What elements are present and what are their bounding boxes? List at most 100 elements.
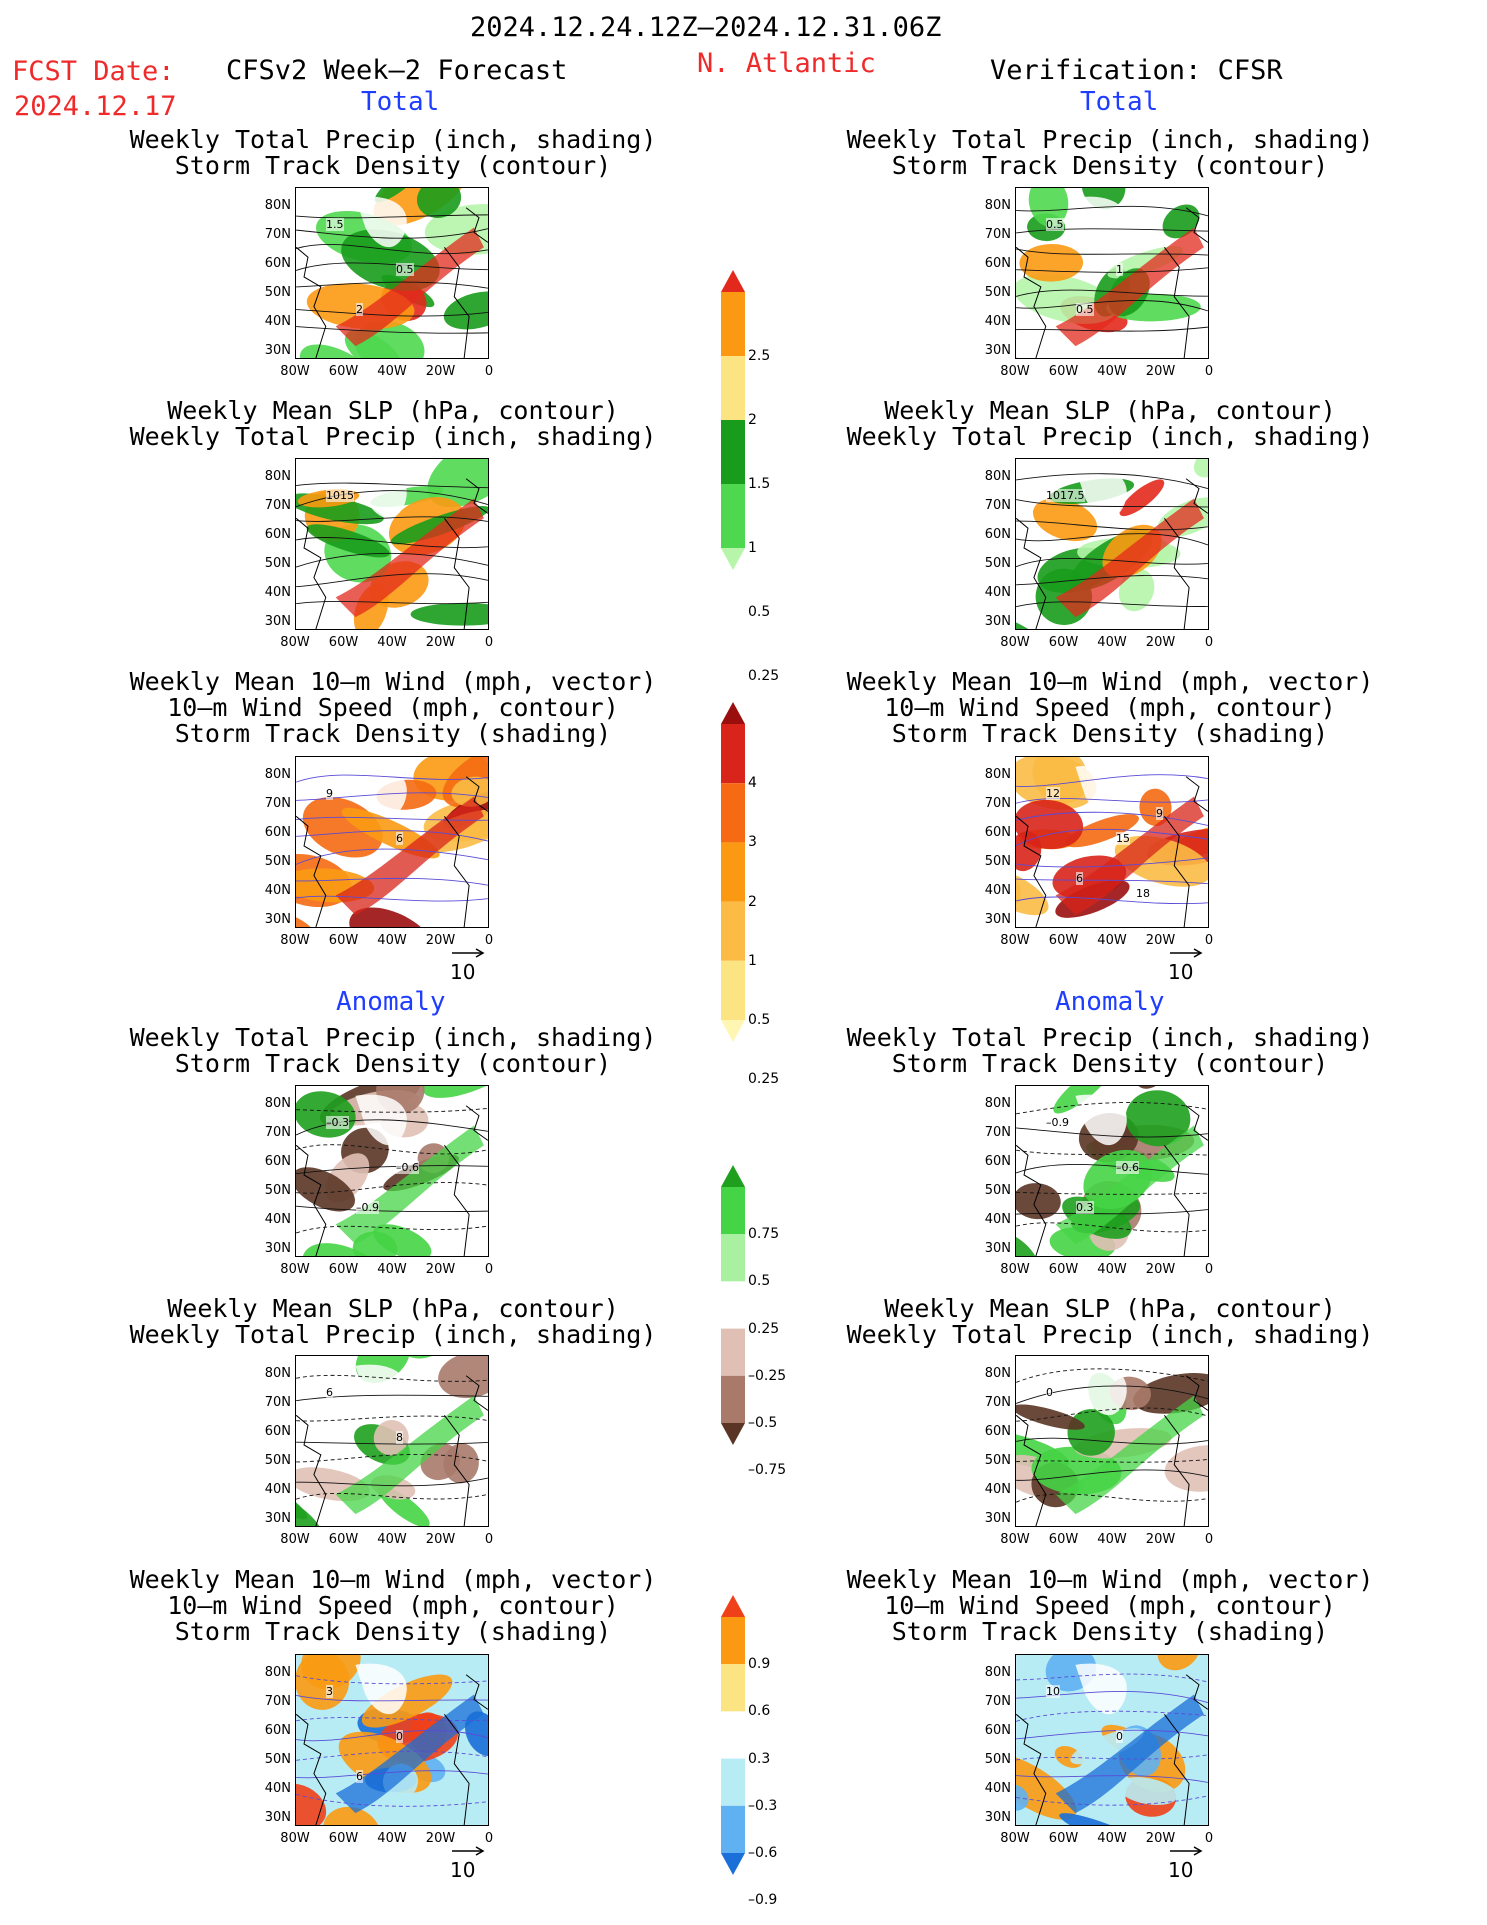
lon-tick-label: 80W bbox=[1000, 1262, 1030, 1277]
contour-label: –0.3 bbox=[326, 1116, 349, 1129]
lon-tick-label: 20W bbox=[1145, 1831, 1176, 1846]
lon-tick-label: 40W bbox=[1097, 1262, 1127, 1277]
section-total-verification: Total bbox=[1080, 87, 1159, 117]
vector-reference-label: 10 bbox=[1168, 1858, 1194, 1882]
verification-map-2: 1017.5 bbox=[1015, 458, 1209, 630]
contour-label: 15 bbox=[1116, 832, 1130, 845]
lon-tick-label: 80W bbox=[1000, 1532, 1030, 1547]
lat-tick-label: 30N bbox=[984, 1511, 1011, 1526]
lat-tick-label: 30N bbox=[984, 912, 1011, 927]
panel-title-line: 10–m Wind Speed (mph, contour) bbox=[884, 693, 1336, 722]
lat-tick-label: 60N bbox=[984, 527, 1011, 542]
lat-tick-label: 50N bbox=[984, 1183, 1011, 1198]
contour-label: 9 bbox=[1156, 807, 1163, 820]
lon-tick-label: 20W bbox=[425, 635, 456, 650]
lon-tick-label: 80W bbox=[1000, 364, 1030, 379]
forecast-panel-title-5: Weekly Mean SLP (hPa, contour) Weekly Tot… bbox=[93, 1296, 693, 1348]
section-anomaly-forecast: Anomaly bbox=[336, 987, 446, 1017]
lon-tick-label: 40W bbox=[377, 635, 407, 650]
panel-title-line: Storm Track Density (shading) bbox=[891, 1617, 1329, 1646]
lon-tick-label: 20W bbox=[1145, 1532, 1176, 1547]
colorbar-tick-label: –0.25 bbox=[748, 1367, 787, 1384]
colorbar-tick-label: 0.25 bbox=[748, 1320, 780, 1337]
lat-tick-label: 40N bbox=[984, 883, 1011, 898]
contour-label: 0.5 bbox=[1076, 303, 1094, 316]
forecast-panel-title-4: Weekly Total Precip (inch, shading) Storm… bbox=[93, 1025, 693, 1077]
panel-title-line: Weekly Total Precip (inch, shading) bbox=[129, 422, 657, 451]
lat-tick-label: 60N bbox=[984, 825, 1011, 840]
lat-tick-label: 80N bbox=[984, 469, 1011, 484]
panel-title-line: Storm Track Density (contour) bbox=[174, 1049, 612, 1078]
lon-tick-label: 40W bbox=[377, 364, 407, 379]
lat-tick-label: 80N bbox=[264, 1665, 291, 1680]
panel-title-line: Weekly Mean 10–m Wind (mph, vector) bbox=[846, 667, 1374, 696]
lon-tick-label: 40W bbox=[1097, 1532, 1127, 1547]
lat-tick-label: 50N bbox=[264, 556, 291, 571]
panel-title-line: Weekly Total Precip (inch, shading) bbox=[846, 125, 1374, 154]
verification-title: Verification: CFSR bbox=[990, 55, 1283, 86]
lat-tick-label: 80N bbox=[264, 1096, 291, 1111]
contour-label: 0.3 bbox=[1076, 1201, 1094, 1214]
lat-tick-label: 60N bbox=[264, 1424, 291, 1439]
region-title: N. Atlantic bbox=[697, 48, 876, 79]
contour-label: 1015 bbox=[326, 489, 354, 502]
lon-tick-label: 60W bbox=[328, 364, 359, 379]
colorbar-tick-label: 2 bbox=[748, 893, 757, 910]
lat-tick-label: 80N bbox=[984, 1096, 1011, 1111]
model-title: CFSv2 Week–2 Forecast bbox=[226, 55, 568, 86]
lon-tick-label: 60W bbox=[328, 1262, 359, 1277]
colorbar-tick-label: 2.5 bbox=[748, 348, 771, 364]
contour-label: 8 bbox=[396, 1431, 403, 1444]
lon-tick-label: 60W bbox=[1048, 635, 1079, 650]
lon-tick-label: 80W bbox=[280, 933, 310, 948]
colorbar-tick-label: 0.75 bbox=[748, 1226, 780, 1243]
lat-tick-label: 70N bbox=[984, 1125, 1011, 1140]
lon-tick-label: 20W bbox=[425, 933, 456, 948]
lat-tick-label: 50N bbox=[264, 854, 291, 869]
verification-map-3: 12 15 6 9 18 bbox=[1015, 756, 1209, 928]
lat-tick-label: 40N bbox=[264, 1482, 291, 1497]
panel-title-line: Weekly Mean 10–m Wind (mph, vector) bbox=[129, 1565, 657, 1594]
lat-tick-label: 50N bbox=[984, 854, 1011, 869]
lon-tick-label: 20W bbox=[425, 1831, 456, 1846]
lon-tick-label: 40W bbox=[377, 933, 407, 948]
lon-tick-label: 0 bbox=[484, 1262, 494, 1277]
lat-tick-label: 80N bbox=[984, 1665, 1011, 1680]
lon-tick-label: 40W bbox=[377, 1262, 407, 1277]
lat-tick-label: 40N bbox=[264, 585, 291, 600]
precip-total-colorbar: 2.5 2 1.5 1 0.5 0.25 bbox=[718, 270, 798, 683]
vector-reference-verification-anomaly: 10 bbox=[1168, 1846, 1203, 1882]
contour-label: –0.9 bbox=[356, 1201, 379, 1214]
lat-tick-label: 40N bbox=[984, 314, 1011, 329]
lon-tick-label: 40W bbox=[1097, 933, 1127, 948]
colorbar-tick-label: 0.3 bbox=[748, 1750, 771, 1767]
contour-label: 18 bbox=[1136, 887, 1150, 900]
lon-tick-label: 60W bbox=[1048, 1532, 1079, 1547]
lat-tick-label: 70N bbox=[984, 498, 1011, 513]
track-anomaly-colorbar: 0.9 0.6 0.3 –0.3 –0.6 –0.9 bbox=[718, 1595, 798, 1907]
verification-map-4: –0.9 –0.6 0.3 bbox=[1015, 1085, 1209, 1257]
forecast-panel-title-1: Weekly Total Precip (inch, shading) Storm… bbox=[93, 127, 693, 179]
lat-tick-label: 60N bbox=[984, 1424, 1011, 1439]
forecast-map-2: 1015 bbox=[295, 458, 489, 630]
precip-anomaly-colorbar: 0.75 0.5 0.25 –0.25 –0.5 –0.75 bbox=[718, 1165, 798, 1477]
lon-tick-label: 60W bbox=[1048, 933, 1079, 948]
contour-label: 0 bbox=[1116, 1730, 1123, 1743]
lon-tick-label: 20W bbox=[425, 364, 456, 379]
lat-tick-label: 40N bbox=[264, 314, 291, 329]
forecast-map-4: –0.3 –0.6 –0.9 bbox=[295, 1085, 489, 1257]
vector-reference-label: 10 bbox=[450, 1858, 476, 1882]
lat-tick-label: 40N bbox=[984, 585, 1011, 600]
lon-tick-label: 80W bbox=[280, 635, 310, 650]
forecast-map-6: 3 0 6 bbox=[295, 1654, 489, 1826]
lon-tick-label: 80W bbox=[280, 364, 310, 379]
panel-title-line: Weekly Mean SLP (hPa, contour) bbox=[884, 396, 1336, 425]
lat-tick-label: 40N bbox=[984, 1482, 1011, 1497]
contour-label: 10 bbox=[1046, 1685, 1060, 1698]
forecast-map-1: 1.5 0.5 2 bbox=[295, 187, 489, 359]
date-range-title: 2024.12.24.12Z–2024.12.31.06Z bbox=[470, 12, 942, 43]
colorbar-tick-label: 1.5 bbox=[748, 476, 771, 492]
panel-title-line: Weekly Mean SLP (hPa, contour) bbox=[884, 1294, 1336, 1323]
